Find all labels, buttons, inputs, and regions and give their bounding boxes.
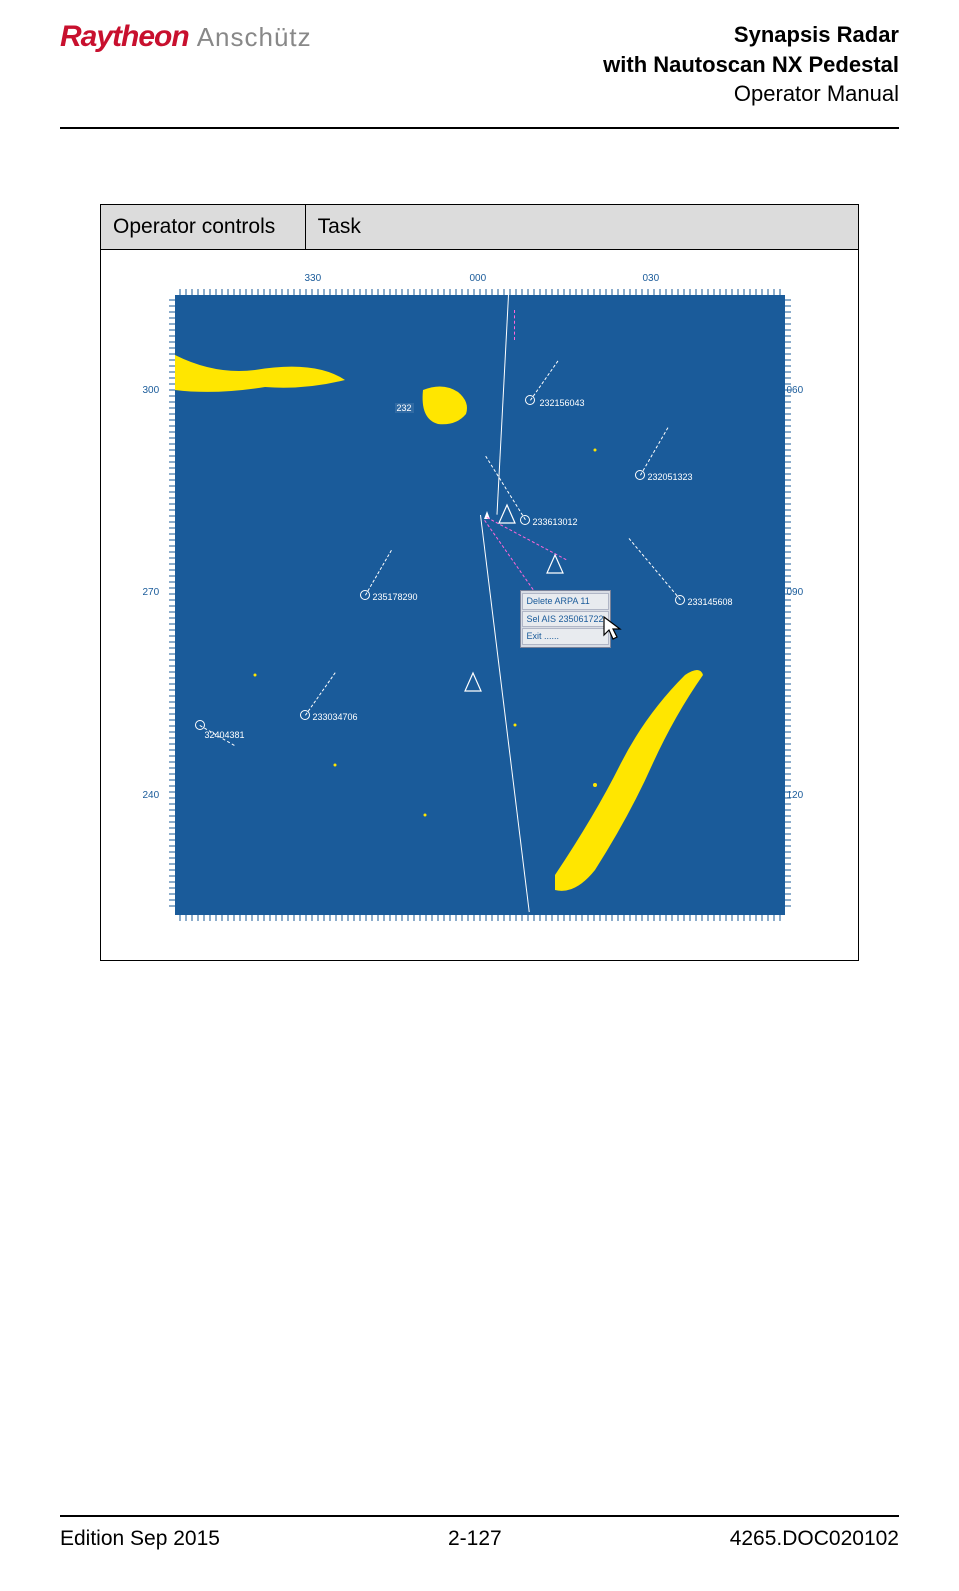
target-label: 232156043 <box>540 398 585 408</box>
doc-title-block: Synapsis Radar with Nautoscan NX Pedesta… <box>603 20 899 109</box>
footer-page: 2-127 <box>448 1527 502 1551</box>
context-menu-item[interactable]: Exit ...... <box>522 628 609 645</box>
doc-title-3: Operator Manual <box>603 79 899 109</box>
land-blob-label: 232 <box>395 403 414 413</box>
target-label: 32404381 <box>205 730 245 740</box>
target-label: 233613012 <box>533 517 578 527</box>
target-label: 233145608 <box>688 597 733 607</box>
footer-doc-id: 4265.DOC020102 <box>730 1527 899 1551</box>
logo-sub: Anschütz <box>197 22 312 53</box>
radar-display: 330000030060090120150180210240270300 <box>125 265 835 945</box>
target-label: 233034706 <box>313 712 358 722</box>
doc-title-1: Synapsis Radar <box>603 20 899 50</box>
page-header: Raytheon Anschütz Synapsis Radar with Na… <box>60 20 899 127</box>
target-label: 235178290 <box>373 592 418 602</box>
page-footer: Edition Sep 2015 2-127 4265.DOC020102 <box>60 1515 899 1551</box>
radar-sea: 232156043 232051323 233613012 233145608 2351… <box>175 295 785 915</box>
radar-screenshot-cell: 330000030060090120150180210240270300 <box>101 250 859 961</box>
doc-title-2: with Nautoscan NX Pedestal <box>603 50 899 80</box>
footer-rule <box>60 1515 899 1517</box>
context-menu-item[interactable]: Delete ARPA 11 <box>522 593 609 610</box>
logo-brand: Raytheon <box>60 20 189 54</box>
col-operator-controls: Operator controls <box>101 205 306 250</box>
cursor-icon <box>600 613 632 645</box>
operator-task-table: Operator controls Task 33000003006009012… <box>100 204 859 961</box>
footer-edition: Edition Sep 2015 <box>60 1527 220 1551</box>
context-menu-item[interactable]: Sel AIS 235061722 <box>522 611 609 628</box>
trial-line-3 <box>514 310 515 340</box>
logo-area: Raytheon Anschütz <box>60 20 312 54</box>
context-menu[interactable]: Delete ARPA 11Sel AIS 235061722Exit ....… <box>520 590 611 648</box>
col-task: Task <box>305 205 858 250</box>
target-label: 232051323 <box>648 472 693 482</box>
